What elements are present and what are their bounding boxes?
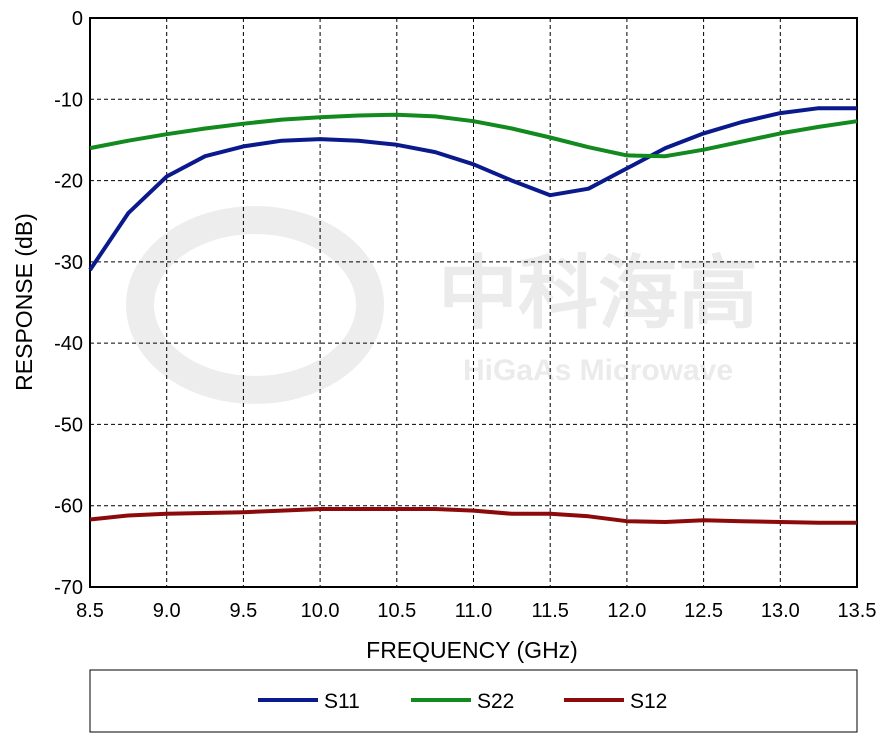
y-tick-label: -20: [54, 171, 83, 193]
y-axis-title: RESPONSE (dB): [11, 213, 37, 391]
watermark-logo: [126, 206, 384, 404]
watermark: HiGaAs Microwave: [463, 354, 733, 387]
x-tick-label: 9.0: [153, 600, 181, 622]
legend-label: S22: [477, 690, 514, 713]
y-tick-label: -50: [54, 414, 83, 436]
series-line: [88, 106, 857, 272]
y-tick-label: -30: [54, 252, 83, 274]
x-tick-label: 11.0: [455, 600, 492, 622]
x-tick-label: 8.5: [76, 600, 104, 622]
y-tick-label: -60: [54, 496, 83, 518]
x-tick-label: 13.0: [761, 600, 800, 622]
x-axis-title: FREQUENCY (GHz): [366, 637, 578, 663]
x-tick-label: 12.5: [684, 600, 723, 622]
legend-label: S11: [324, 690, 360, 713]
plot-frame: [89, 17, 858, 588]
legend-label: S12: [630, 690, 667, 713]
x-tick-label: 12.0: [607, 600, 646, 622]
series-line: [89, 112, 858, 159]
y-tick-label: -40: [54, 333, 83, 355]
series-line: [89, 507, 857, 525]
watermark: 中科海高: [438, 249, 758, 338]
x-tick-label: 10.0: [301, 600, 340, 622]
x-tick-label: 9.5: [229, 600, 257, 622]
x-tick-label: 13.5: [838, 600, 877, 622]
legend-box: [89, 669, 858, 733]
y-tick-label: -10: [54, 89, 83, 111]
x-tick-label: 11.5: [531, 600, 568, 622]
y-tick-label: 0: [72, 8, 83, 30]
x-tick-label: 10.5: [377, 600, 416, 622]
y-tick-label: -70: [54, 577, 83, 599]
